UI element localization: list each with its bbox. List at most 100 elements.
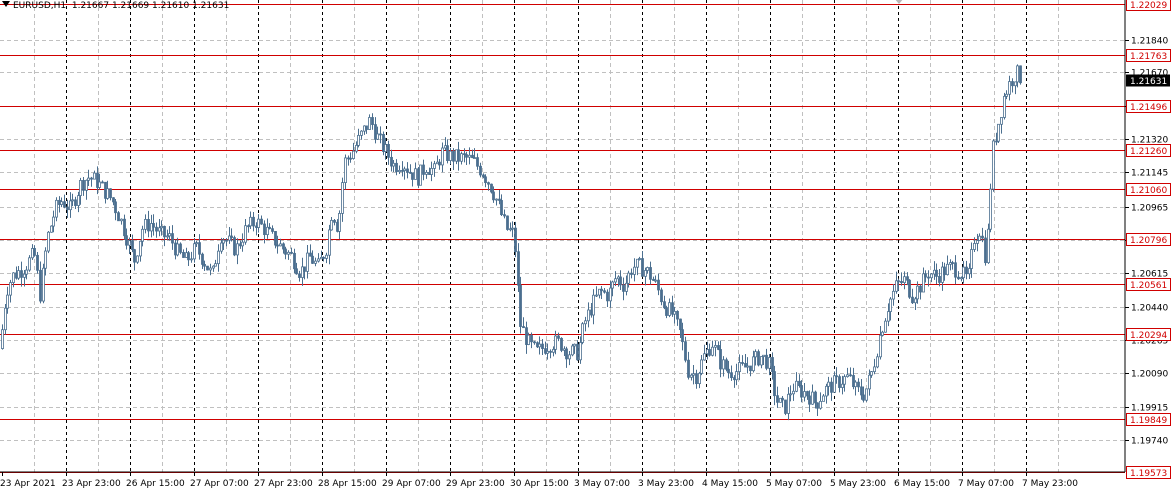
candle-body xyxy=(816,402,819,409)
candle-body xyxy=(441,147,444,166)
candle-body xyxy=(249,216,252,227)
candle-body xyxy=(228,235,231,241)
candle-body xyxy=(403,168,406,172)
candle-body xyxy=(438,161,441,166)
dropdown-triangle-icon[interactable] xyxy=(2,1,10,7)
candle-body xyxy=(230,235,233,238)
candle-body xyxy=(484,176,487,184)
candle-body xyxy=(190,258,193,261)
level-label-box: 1.21260 xyxy=(1126,144,1171,157)
candle-body xyxy=(744,363,747,368)
x-tick-label: 28 Apr 15:00 xyxy=(318,479,377,489)
level-label: 1.20561 xyxy=(1130,281,1167,291)
candle-body xyxy=(900,281,903,284)
candle-body xyxy=(268,226,271,230)
candle-body xyxy=(938,275,941,283)
candle-body xyxy=(911,296,914,304)
candle-body xyxy=(50,225,53,233)
candle-body xyxy=(476,157,479,167)
candle-body xyxy=(760,356,763,366)
y-tick-label: 1.20265 xyxy=(1131,337,1168,347)
candle-body xyxy=(433,163,436,169)
x-tick-label: 27 Apr 23:00 xyxy=(254,479,313,489)
candle-body xyxy=(306,252,309,272)
candle-body xyxy=(757,351,760,366)
candle-body xyxy=(606,291,609,302)
candle-body xyxy=(317,258,320,262)
candle-body xyxy=(581,323,584,343)
candle-body xyxy=(506,215,509,230)
candle-body xyxy=(665,307,668,316)
x-tick-label: 6 May 15:00 xyxy=(894,479,950,489)
candle-body xyxy=(225,239,228,242)
candle-body xyxy=(660,289,663,303)
candle-body xyxy=(1016,65,1019,83)
candle-body xyxy=(125,235,128,246)
candle-body xyxy=(725,359,728,370)
candle-body xyxy=(60,201,63,205)
candles xyxy=(1,64,1022,421)
candle-body xyxy=(155,226,158,232)
candle-body xyxy=(379,133,382,136)
candle-body xyxy=(160,225,163,229)
candle-body xyxy=(55,199,58,218)
candle-body xyxy=(519,284,522,327)
candle-body xyxy=(460,153,463,162)
candle-body xyxy=(657,279,660,291)
candle-body xyxy=(868,374,871,390)
candle-body xyxy=(158,227,161,232)
candle-body xyxy=(395,162,398,173)
candle-body xyxy=(849,374,852,377)
candle-body xyxy=(862,394,865,401)
candle-body xyxy=(603,290,606,293)
candle-body xyxy=(322,256,325,259)
candle-body xyxy=(914,298,917,304)
candle-body xyxy=(449,150,452,161)
candle-body xyxy=(700,359,703,374)
level-label: 1.19849 xyxy=(1130,416,1167,426)
candle-body xyxy=(325,254,328,259)
candle-body xyxy=(962,266,965,279)
candle-body xyxy=(276,244,279,247)
candle-body xyxy=(997,123,1000,142)
candle-body xyxy=(544,348,547,354)
level-label-box: 1.19573 xyxy=(1126,466,1171,479)
candle-body xyxy=(514,227,517,253)
y-tick-label: 1.20615 xyxy=(1131,270,1168,280)
candle-body xyxy=(387,144,390,158)
candle-body xyxy=(730,372,733,379)
candle-body xyxy=(806,391,809,397)
candle-body xyxy=(546,350,549,354)
candle-body xyxy=(9,282,12,296)
candle-body xyxy=(676,310,679,320)
scroll-marker-icon[interactable] xyxy=(894,0,904,4)
candle-body xyxy=(279,243,282,247)
candle-body xyxy=(406,168,409,173)
candle-body xyxy=(309,252,312,257)
time-scale[interactable]: 23 Apr 2021 23 Apr 23:00 26 Apr 15:00 27 Ap… xyxy=(0,472,1078,489)
candle-body xyxy=(163,225,166,238)
candle-body xyxy=(870,371,873,376)
candle-body xyxy=(446,145,449,161)
candle-body xyxy=(830,381,833,393)
candle-body xyxy=(74,199,77,206)
candle-body xyxy=(609,287,612,302)
candle-body xyxy=(881,331,884,336)
candle-body xyxy=(984,237,987,264)
candle-body xyxy=(965,266,968,275)
candle-body xyxy=(833,375,836,393)
candle-body xyxy=(85,179,88,191)
candle-body xyxy=(355,144,358,152)
candle-body xyxy=(425,171,428,175)
candle-body xyxy=(66,206,69,211)
candle-body xyxy=(301,266,304,278)
candle-body xyxy=(101,181,104,184)
candle-body xyxy=(579,342,582,361)
candle-body xyxy=(17,270,20,279)
candle-body xyxy=(663,301,666,309)
candle-body xyxy=(970,249,973,269)
candle-body xyxy=(482,174,485,178)
candle-body xyxy=(47,231,50,252)
